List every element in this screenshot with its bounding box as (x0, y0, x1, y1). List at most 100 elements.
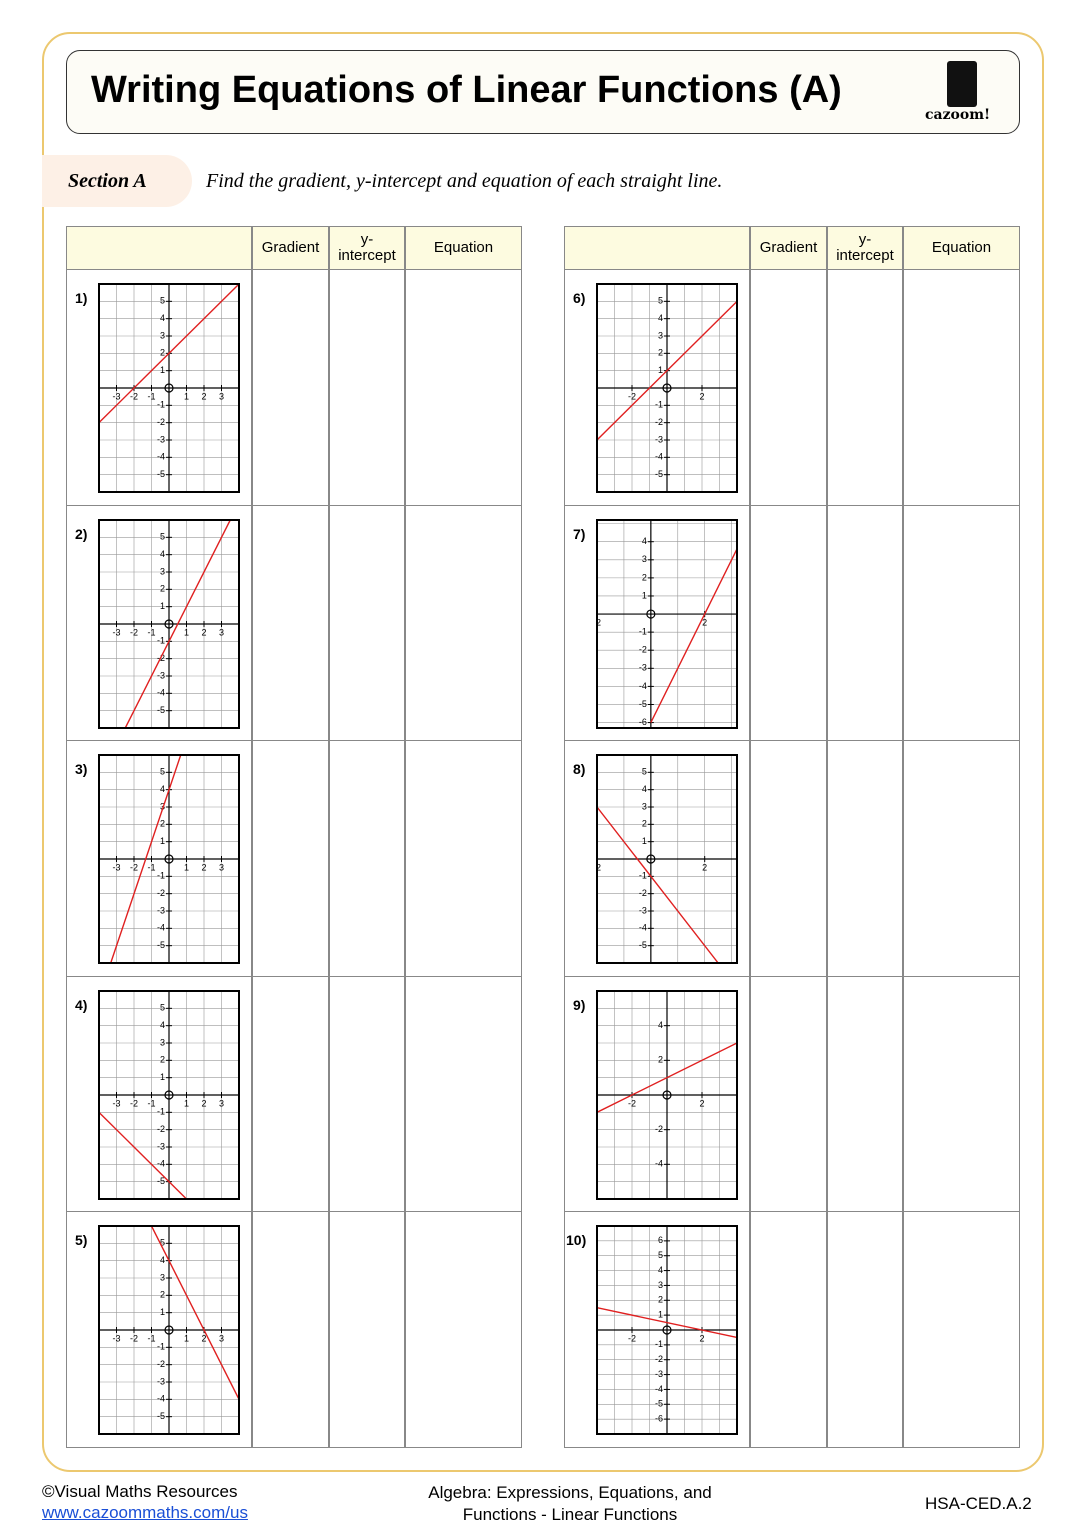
y-tick-label: 1 (160, 365, 165, 375)
answer-cell (252, 740, 329, 977)
y-tick-label: -2 (639, 644, 647, 654)
y-tick-label: 3 (642, 802, 647, 812)
y-tick-label: 1 (642, 590, 647, 600)
y-tick-label: -5 (157, 705, 165, 715)
standard-code: HSA-CED.A.2 (925, 1494, 1032, 1513)
y-tick-label: 2 (160, 819, 165, 829)
answer-cell (329, 504, 405, 742)
x-tick-label: -1 (147, 627, 155, 637)
column-header (564, 226, 750, 270)
y-tick-label: -5 (157, 469, 165, 479)
y-tick-label: 2 (160, 348, 165, 358)
answer-table: Gradient y-intercept Equation 6) -2 2 -5 -4 -3 -2… (564, 226, 1020, 1448)
x-tick-label: 3 (219, 863, 224, 873)
problem-number: 8) (573, 761, 586, 778)
y-tick-label: 6 (658, 1236, 663, 1246)
problem-number: 10) (566, 1232, 587, 1249)
y-tick-label: -1 (157, 1107, 165, 1117)
line (597, 1042, 737, 1113)
answer-cell (405, 269, 522, 506)
origin (662, 1090, 672, 1100)
origin (164, 1325, 174, 1335)
answer-cell (750, 740, 827, 977)
line (650, 548, 737, 723)
x-tick-label: -2 (628, 391, 636, 401)
x-tick-label: 2 (201, 391, 206, 401)
answer-cell (750, 269, 827, 506)
logo: cazoom! (925, 107, 991, 123)
y-tick-label: -1 (157, 1342, 165, 1352)
answer-cell (329, 975, 405, 1213)
y-tick-label: 1 (160, 601, 165, 611)
y-tick-label: 4 (642, 536, 647, 546)
answer-cell (405, 740, 522, 977)
y-tick-label: 2 (642, 819, 647, 829)
x-tick-label: 2 (699, 1098, 704, 1108)
column-header: Equation (405, 226, 522, 270)
answer-cell (252, 1211, 329, 1448)
y-tick-label: 2 (658, 1055, 663, 1065)
y-tick-label: 4 (160, 1020, 165, 1030)
y-tick-label: 1 (642, 836, 647, 846)
y-tick-label: -1 (639, 871, 647, 881)
answer-cell (750, 975, 827, 1213)
x-tick-label: -2 (130, 863, 138, 873)
y-tick-label: 3 (642, 554, 647, 564)
section-pill: Section A (42, 155, 192, 207)
origin (164, 854, 174, 864)
answer-table: Gradient y-intercept Equation 1) -3 -2 -1 1 2 3 -5… (66, 226, 522, 1448)
answer-cell (827, 975, 903, 1213)
y-tick-label: -4 (639, 680, 647, 690)
graph-cell: 4) -3 -2 -1 1 2 3 -5 -4 -3 -2 -1 1 2 3 4 5 (66, 975, 252, 1213)
y-tick-label: -3 (157, 1141, 165, 1151)
answer-cell (903, 269, 1020, 506)
line (150, 1226, 239, 1401)
y-tick-label: -2 (655, 1124, 663, 1134)
problem-number: 2) (75, 525, 88, 542)
y-tick-label: 2 (658, 348, 663, 358)
answer-cell (903, 1211, 1020, 1448)
graph-frame (596, 283, 738, 493)
line (99, 284, 239, 424)
y-tick-label: -2 (639, 888, 647, 898)
answer-cell (903, 504, 1020, 742)
x-tick-label: -2 (130, 627, 138, 637)
x-tick-label: 1 (184, 1334, 189, 1344)
y-tick-label: 5 (658, 296, 663, 306)
y-tick-label: 3 (160, 802, 165, 812)
answer-cell (329, 269, 405, 506)
x-tick-label: 1 (184, 863, 189, 873)
y-tick-label: 5 (658, 1250, 663, 1260)
origin (646, 854, 656, 864)
x-tick-label: -3 (112, 1098, 120, 1108)
y-tick-label: 4 (160, 1255, 165, 1265)
x-tick-label: 3 (219, 1098, 224, 1108)
x-tick-label: -3 (112, 863, 120, 873)
url[interactable]: www.cazoommaths.com/us (42, 1503, 248, 1522)
y-tick-label: 1 (658, 365, 663, 375)
graph-cell: 6) -2 2 -5 -4 -3 -2 -1 1 2 3 4 5 (564, 269, 750, 506)
problem-number: 7) (573, 525, 586, 542)
logo-icon (947, 61, 977, 107)
y-tick-label: 1 (160, 1072, 165, 1082)
y-tick-label: 5 (160, 767, 165, 777)
column-header: Equation (903, 226, 1020, 270)
graph-cell: 8) -2 2 -5 -4 -3 -2 -1 1 2 3 4 5 (564, 740, 750, 977)
answer-cell (903, 975, 1020, 1213)
y-tick-label: 1 (160, 1307, 165, 1317)
y-tick-label: 4 (658, 313, 663, 323)
answer-cell (405, 504, 522, 742)
x-tick-label: 1 (184, 627, 189, 637)
y-tick-label: -5 (655, 469, 663, 479)
y-tick-label: -4 (655, 1384, 663, 1394)
x-tick-label: 2 (201, 1098, 206, 1108)
x-tick-label: 3 (219, 627, 224, 637)
graph-cell: 1) -3 -2 -1 1 2 3 -5 -4 -3 -2 -1 1 2 3 4 5 (66, 269, 252, 506)
column-header: y-intercept (329, 226, 405, 270)
y-tick-label: -2 (157, 1359, 165, 1369)
y-tick-label: 2 (160, 1055, 165, 1065)
y-tick-label: -2 (157, 1124, 165, 1134)
y-tick-label: -1 (157, 635, 165, 645)
answer-cell (903, 740, 1020, 977)
